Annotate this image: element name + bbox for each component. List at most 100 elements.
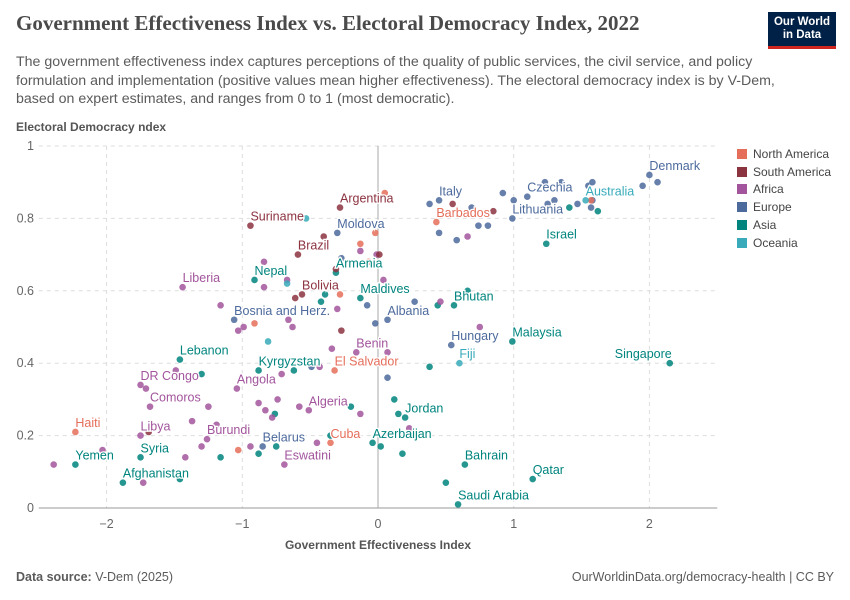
y-tick-label: 0.4 bbox=[17, 356, 34, 370]
point-label: Denmark bbox=[649, 159, 700, 173]
data-point bbox=[247, 443, 254, 450]
data-point bbox=[435, 197, 443, 204]
legend-item[interactable]: North America bbox=[737, 145, 831, 163]
point-label: Libya bbox=[141, 420, 171, 434]
data-point bbox=[381, 189, 389, 197]
data-point bbox=[213, 421, 220, 429]
data-point bbox=[336, 291, 344, 298]
data-point bbox=[639, 182, 646, 190]
point-label: Saudi Arabia bbox=[458, 488, 529, 502]
x-tick-label: 1 bbox=[510, 517, 517, 531]
data-point bbox=[294, 251, 302, 258]
data-point bbox=[198, 370, 205, 378]
point-label: Hungary bbox=[451, 329, 499, 343]
data-source-label: Data source: bbox=[16, 570, 92, 584]
data-point bbox=[50, 461, 57, 468]
point-label: Singapore bbox=[615, 347, 672, 361]
data-point bbox=[574, 200, 581, 208]
point-label: Albania bbox=[387, 304, 429, 318]
data-point bbox=[230, 316, 238, 324]
data-point bbox=[137, 454, 144, 461]
footer-link[interactable]: OurWorldinData.org/democracy-health | CC… bbox=[571, 570, 834, 584]
data-point bbox=[347, 403, 355, 410]
data-point bbox=[461, 461, 469, 468]
data-point bbox=[146, 403, 154, 410]
point-label: Belarus bbox=[263, 430, 305, 444]
data-point bbox=[380, 276, 387, 284]
data-point bbox=[490, 207, 497, 215]
data-point bbox=[357, 247, 364, 255]
data-point bbox=[468, 204, 475, 211]
data-point bbox=[435, 229, 443, 237]
data-point bbox=[510, 197, 517, 204]
point-label: Bolivia bbox=[302, 278, 339, 292]
legend-swatch bbox=[737, 148, 747, 159]
legend-label: Africa bbox=[753, 182, 784, 197]
legend-item[interactable]: Europe bbox=[737, 198, 831, 216]
data-point bbox=[182, 454, 189, 461]
data-point bbox=[262, 406, 269, 414]
data-point bbox=[327, 432, 334, 439]
data-point bbox=[217, 454, 224, 461]
point-label: Malaysia bbox=[512, 325, 561, 339]
legend-item[interactable]: South America bbox=[737, 163, 831, 181]
point-label: Angola bbox=[237, 373, 276, 387]
data-point bbox=[357, 410, 364, 418]
owid-logo[interactable]: Our World in Data bbox=[768, 12, 836, 49]
data-point bbox=[654, 178, 661, 186]
legend: North America South America Africa Europe As… bbox=[737, 145, 831, 252]
data-point bbox=[302, 215, 310, 222]
legend-item[interactable]: Asia bbox=[737, 216, 831, 234]
data-point bbox=[179, 283, 186, 291]
data-point bbox=[371, 229, 379, 237]
data-point bbox=[542, 240, 550, 248]
legend-swatch bbox=[737, 202, 747, 213]
y-tick-label: 0.6 bbox=[17, 284, 34, 298]
data-point bbox=[369, 439, 376, 447]
data-point bbox=[437, 298, 444, 305]
data-point bbox=[426, 363, 433, 371]
legend-item[interactable]: Oceania bbox=[737, 234, 831, 252]
data-point bbox=[433, 218, 440, 226]
data-point bbox=[456, 359, 463, 367]
data-point bbox=[176, 475, 184, 483]
data-point bbox=[198, 443, 205, 450]
legend-label: Europe bbox=[753, 200, 792, 215]
legend-swatch bbox=[737, 220, 747, 231]
data-point bbox=[411, 298, 418, 305]
point-label: Algeria bbox=[309, 394, 348, 408]
y-tick-label: 0.2 bbox=[17, 429, 34, 443]
point-label: Comoros bbox=[150, 391, 201, 405]
data-point bbox=[251, 276, 258, 284]
data-point bbox=[529, 475, 536, 483]
legend-label: South America bbox=[753, 164, 832, 179]
data-point bbox=[405, 425, 413, 432]
data-point bbox=[594, 207, 602, 215]
legend-item[interactable]: Africa bbox=[737, 181, 831, 199]
data-point bbox=[475, 222, 482, 229]
y-tick-label: 0.8 bbox=[17, 211, 34, 225]
data-point bbox=[551, 197, 558, 204]
data-point bbox=[233, 385, 241, 392]
point-label: Moldova bbox=[337, 217, 384, 231]
point-label: Azerbaijan bbox=[373, 427, 432, 441]
data-point bbox=[317, 298, 325, 305]
data-point bbox=[298, 291, 306, 298]
data-point bbox=[377, 443, 385, 450]
data-point bbox=[139, 479, 147, 486]
point-label: Bosnia and Herz. bbox=[234, 304, 330, 318]
data-point bbox=[499, 189, 507, 197]
data-point bbox=[142, 385, 150, 392]
point-label: Brazil bbox=[298, 239, 329, 253]
data-point bbox=[371, 320, 379, 327]
point-label: Armenia bbox=[336, 257, 383, 271]
point-label: Bhutan bbox=[454, 289, 494, 303]
data-point bbox=[328, 345, 336, 353]
data-point bbox=[316, 363, 323, 371]
y-tick-label: 1 bbox=[27, 139, 34, 153]
y-axis-label: Electoral Democracy ndex bbox=[16, 120, 167, 134]
point-label: Haiti bbox=[75, 416, 100, 430]
data-point bbox=[247, 222, 254, 229]
data-point bbox=[442, 479, 450, 486]
